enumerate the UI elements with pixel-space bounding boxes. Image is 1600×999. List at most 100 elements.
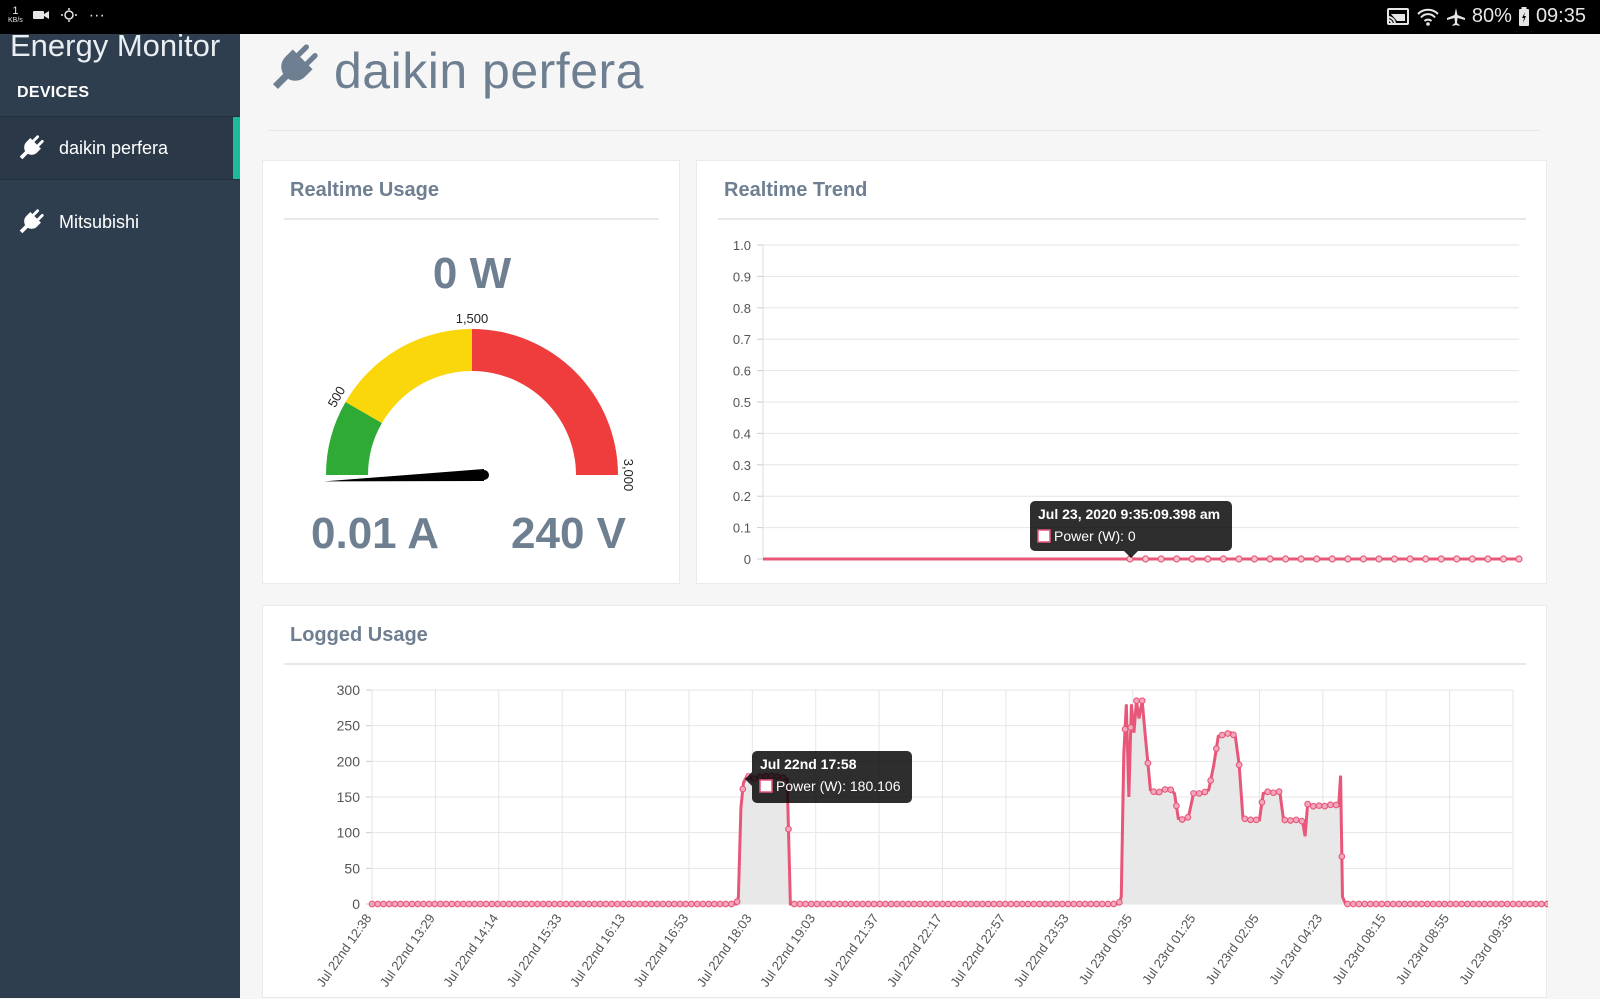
data-point[interactable] [1313, 555, 1321, 563]
data-point[interactable] [391, 900, 399, 908]
data-point[interactable] [1053, 900, 1060, 908]
data-point[interactable] [1201, 788, 1209, 796]
data-point[interactable] [1526, 900, 1534, 908]
data-point[interactable] [1543, 900, 1548, 908]
data-point[interactable] [688, 900, 695, 908]
data-point[interactable] [1224, 730, 1232, 737]
data-point[interactable] [802, 900, 809, 908]
data-point[interactable] [916, 900, 924, 908]
data-point[interactable] [984, 900, 992, 908]
data-point[interactable] [1133, 697, 1140, 705]
data-point[interactable] [1258, 798, 1266, 806]
data-point[interactable] [1315, 802, 1323, 809]
data-point[interactable] [1327, 801, 1334, 809]
data-point[interactable] [807, 900, 815, 908]
data-point[interactable] [1173, 802, 1180, 810]
data-point[interactable] [1486, 900, 1494, 908]
data-point[interactable] [1081, 900, 1089, 908]
data-point[interactable] [733, 898, 741, 905]
data-point[interactable] [380, 900, 387, 908]
data-point[interactable] [944, 900, 952, 908]
data-point[interactable] [1481, 900, 1488, 908]
data-point[interactable] [870, 900, 878, 908]
data-point[interactable] [1266, 555, 1274, 563]
data-point[interactable] [1041, 900, 1049, 908]
data-point[interactable] [1007, 900, 1015, 908]
data-point[interactable] [1001, 900, 1009, 908]
data-point[interactable] [636, 900, 644, 908]
data-point[interactable] [1116, 898, 1123, 906]
data-point[interactable] [813, 900, 821, 908]
data-point[interactable] [1458, 900, 1466, 908]
data-point[interactable] [682, 900, 690, 908]
data-point[interactable] [448, 900, 456, 908]
data-point[interactable] [1395, 900, 1403, 908]
data-point[interactable] [859, 900, 866, 908]
data-point[interactable] [1030, 900, 1038, 908]
data-point[interactable] [956, 900, 963, 908]
data-point[interactable] [556, 900, 564, 908]
data-point[interactable] [1344, 900, 1351, 908]
data-point[interactable] [1064, 900, 1072, 908]
data-point[interactable] [676, 900, 684, 908]
data-point[interactable] [619, 900, 627, 908]
data-point[interactable] [1464, 900, 1471, 908]
data-point[interactable] [1492, 900, 1500, 908]
data-point[interactable] [408, 900, 416, 908]
data-point[interactable] [522, 900, 530, 908]
data-point[interactable] [1178, 816, 1186, 823]
data-point[interactable] [665, 900, 673, 908]
sidebar-item-daikin-perfera[interactable]: daikin perfera [0, 116, 240, 180]
data-point[interactable] [1367, 900, 1374, 908]
data-point[interactable] [1036, 900, 1043, 908]
data-point[interactable] [625, 900, 633, 908]
data-point[interactable] [1235, 555, 1243, 563]
data-point[interactable] [574, 900, 581, 908]
data-point[interactable] [836, 900, 844, 908]
data-point[interactable] [442, 900, 450, 908]
data-point[interactable] [1406, 900, 1414, 908]
data-point[interactable] [699, 900, 707, 908]
data-point[interactable] [1515, 900, 1523, 908]
data-point[interactable] [1453, 555, 1461, 563]
data-point[interactable] [431, 900, 439, 908]
data-point[interactable] [979, 900, 986, 908]
data-point[interactable] [551, 900, 558, 908]
data-point[interactable] [488, 900, 496, 908]
app-brand[interactable]: Energy Monitor [10, 28, 221, 63]
data-point[interactable] [482, 900, 490, 908]
data-point[interactable] [893, 900, 901, 908]
data-point[interactable] [516, 900, 524, 908]
data-point[interactable] [1509, 900, 1517, 908]
data-point[interactable] [1270, 789, 1277, 797]
data-point[interactable] [939, 900, 946, 908]
data-point[interactable] [973, 900, 981, 908]
data-point[interactable] [1538, 900, 1545, 908]
data-point[interactable] [608, 900, 615, 908]
data-point[interactable] [579, 900, 587, 908]
data-point[interactable] [1328, 555, 1336, 563]
data-point[interactable] [1127, 724, 1135, 731]
data-point[interactable] [1401, 900, 1408, 908]
data-point[interactable] [1355, 900, 1363, 908]
data-point[interactable] [465, 900, 473, 908]
data-point[interactable] [1204, 555, 1212, 563]
data-point[interactable] [1024, 900, 1032, 908]
data-point[interactable] [1338, 853, 1346, 860]
data-point[interactable] [1150, 788, 1157, 795]
data-point[interactable] [659, 900, 667, 908]
data-point[interactable] [425, 900, 433, 908]
data-point[interactable] [1212, 745, 1220, 752]
data-point[interactable] [402, 900, 410, 908]
data-point[interactable] [1332, 801, 1340, 809]
data-point[interactable] [790, 900, 798, 908]
data-point[interactable] [1469, 900, 1477, 908]
data-point[interactable] [1446, 900, 1454, 908]
data-point[interactable] [739, 785, 747, 793]
data-point[interactable] [511, 900, 518, 908]
data-point[interactable] [1155, 788, 1163, 796]
data-point[interactable] [585, 900, 593, 908]
data-point[interactable] [374, 900, 382, 908]
data-point[interactable] [1418, 900, 1426, 908]
data-point[interactable] [397, 900, 404, 908]
